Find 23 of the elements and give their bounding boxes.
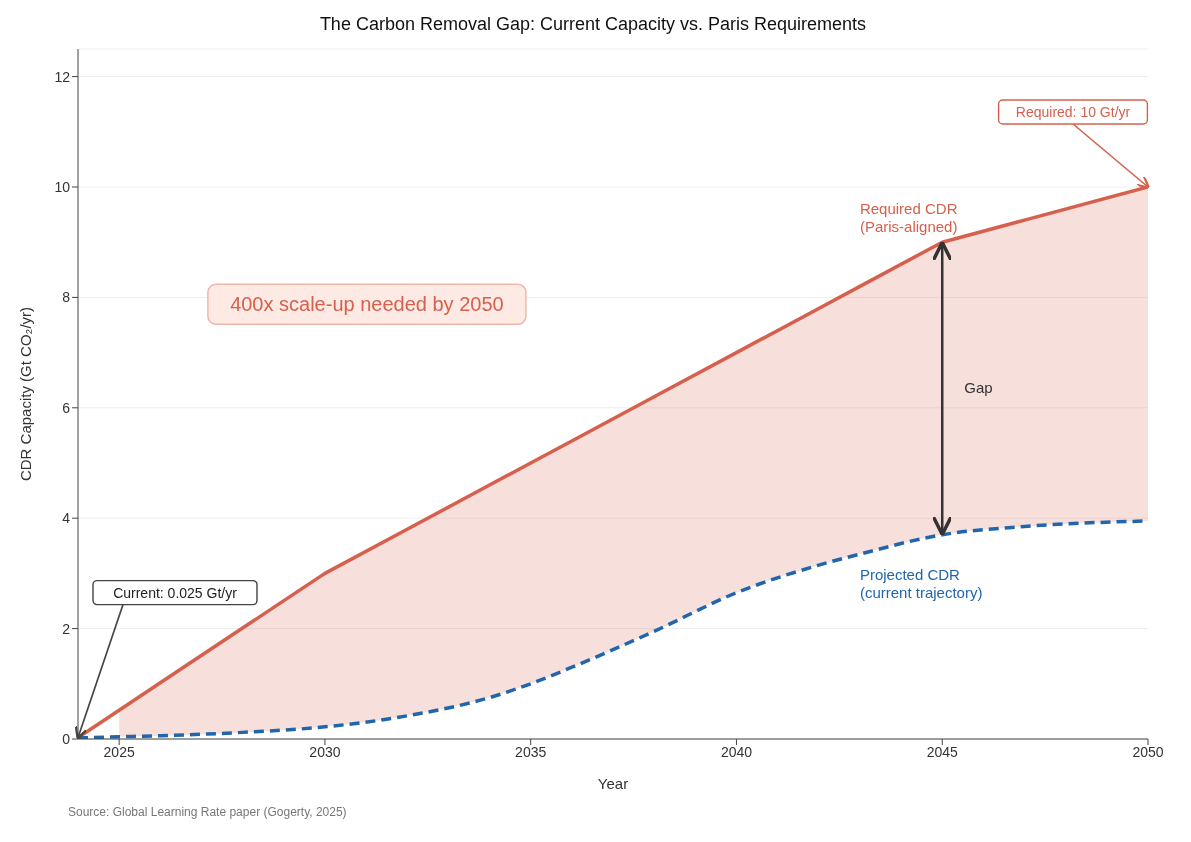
annotation: Current: 0.025 Gt/yr	[113, 584, 238, 601]
y-tick-label: 4	[62, 510, 71, 527]
chart-title: The Carbon Removal Gap: Current Capacity vs. Paris Requirements	[318, 13, 868, 36]
x-tick-label: 2025	[103, 743, 135, 760]
series-label: Projected CDR (current trajectory)	[859, 566, 983, 602]
x-tick-label: 2035	[515, 743, 547, 760]
x-tick-label: 2040	[720, 743, 753, 760]
y-tick-label: 0	[62, 730, 71, 747]
annotation: Gap	[964, 379, 993, 397]
y-axis-title: CDR Capacity (Gt CO₂/yr)	[17, 306, 35, 482]
y-tick-label: 2	[62, 620, 71, 637]
source-note: Source: Global Learning Rate paper (Gogerty, 2025)	[67, 805, 348, 819]
y-tick-label: 12	[54, 68, 71, 85]
annotation: 400x scale-up needed by 2050	[230, 293, 504, 316]
y-tick-label: 8	[62, 289, 71, 306]
x-axis-title: Year	[597, 775, 629, 792]
x-tick-label: 2050	[1132, 743, 1164, 760]
series-label: Required CDR (Paris-aligned)	[859, 200, 958, 236]
x-tick-label: 2045	[926, 743, 959, 760]
annotation: Required: 10 Gt/yr	[1015, 104, 1131, 120]
y-tick-label: 6	[62, 399, 71, 416]
x-tick-label: 2030	[309, 743, 341, 760]
y-tick-label: 10	[54, 178, 71, 195]
